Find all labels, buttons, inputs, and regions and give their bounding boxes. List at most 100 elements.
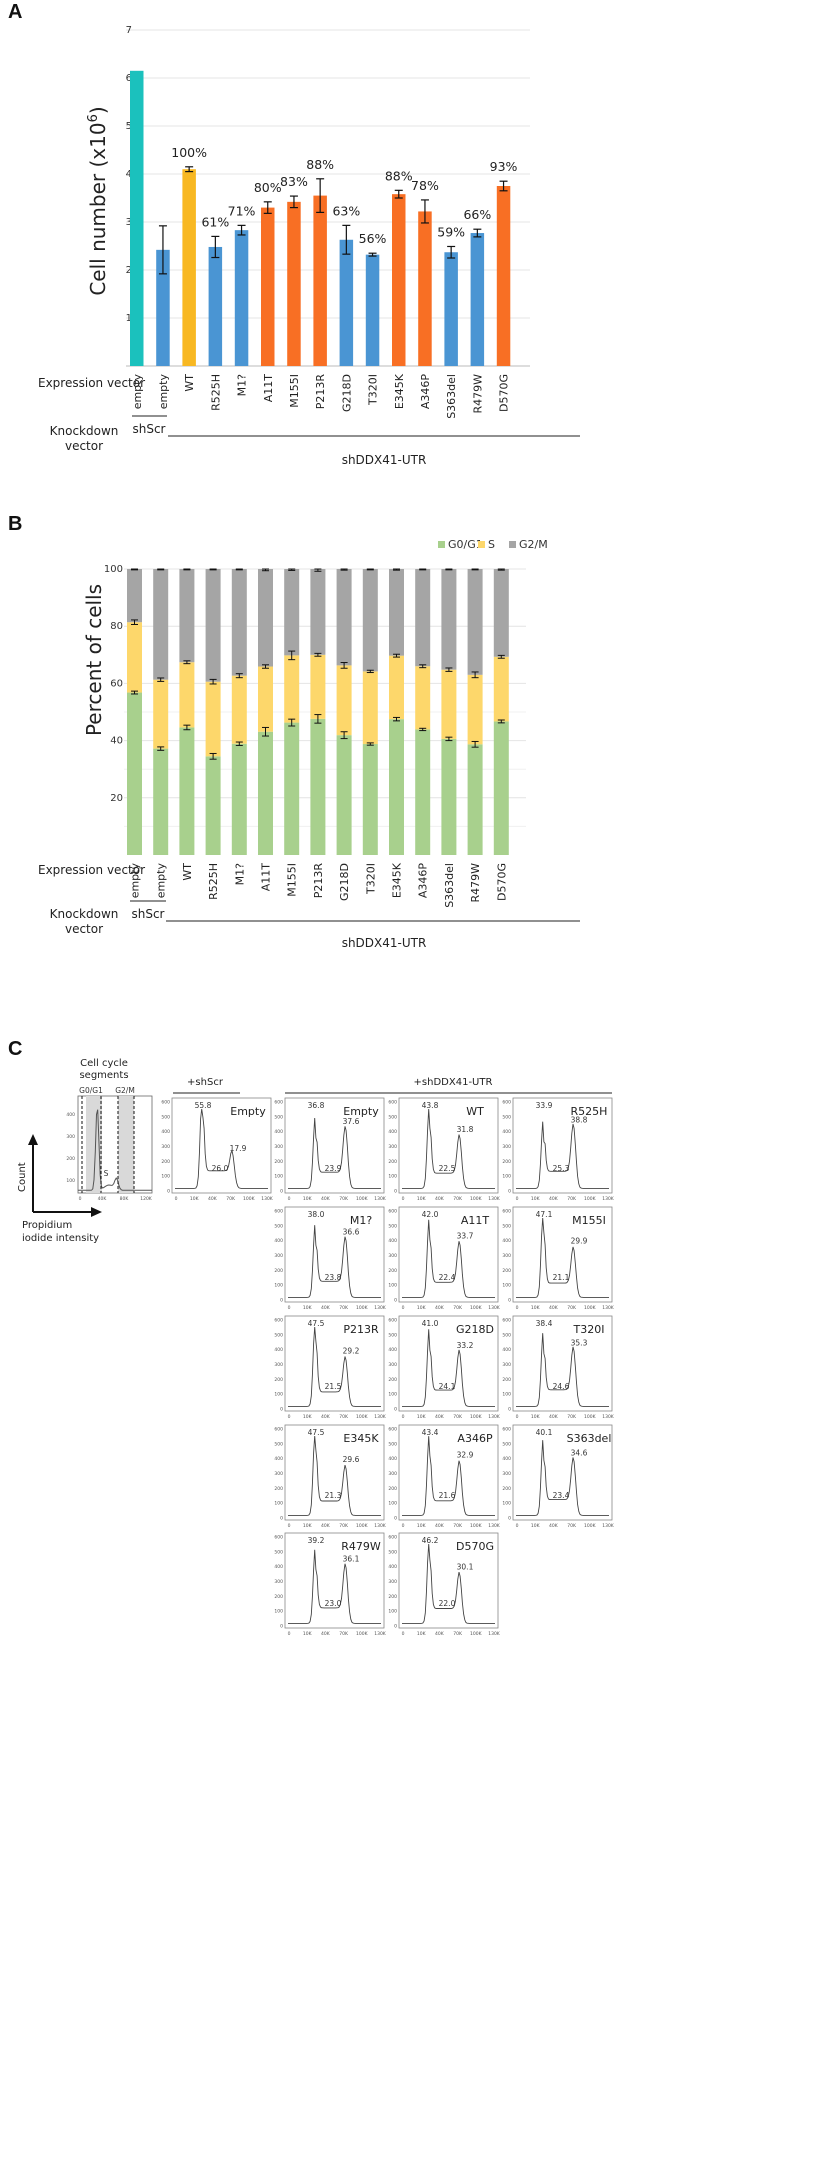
histogram-x-tick: 10K: [303, 1196, 313, 1202]
bar: [444, 252, 458, 366]
histogram-y-tick: 100: [274, 1174, 283, 1180]
percent-label: 83%: [280, 174, 308, 189]
error-bars-b: [131, 568, 505, 760]
histogram-y-tick: 300: [502, 1144, 511, 1150]
g2m-percent: 32.9: [457, 1451, 474, 1460]
category-label: S363del: [445, 374, 458, 419]
category-label: A346P: [419, 374, 432, 410]
g2m-percent: 31.8: [457, 1125, 474, 1134]
histogram-y-tick: 500: [388, 1332, 397, 1338]
bar: [287, 201, 301, 366]
g1-percent: 41.0: [422, 1319, 439, 1328]
g1-percent: 33.9: [536, 1101, 553, 1110]
histogram-x-tick: 0: [288, 1631, 291, 1637]
category-label: M1?: [236, 374, 249, 396]
category-label: WT: [183, 374, 196, 392]
histogram-x-tick: 130K: [374, 1414, 387, 1420]
histogram-y-tick: 500: [274, 1114, 283, 1120]
histogram-x-tick: 10K: [190, 1196, 200, 1202]
legend-title-2: segments: [79, 1070, 128, 1081]
histogram-y-tick: 200: [274, 1377, 283, 1383]
bar-segment: [284, 569, 300, 656]
histogram-label: M1?: [350, 1214, 372, 1227]
histogram-y-tick: 600: [274, 1535, 283, 1541]
histogram-y-tick: 500: [388, 1223, 397, 1229]
histogram-x-tick: 70K: [339, 1631, 349, 1637]
histogram-y-tick: 400: [274, 1238, 283, 1244]
bar-segment: [310, 718, 326, 855]
g1-percent: 40.1: [536, 1428, 553, 1437]
histogram-y-tick: 0: [167, 1189, 170, 1195]
histogram-frame: [284, 1315, 385, 1412]
histogram-panel: 0 100 200 300 400 500 600 0 10K 40K 70K 100K 130K 47.…: [274, 1315, 387, 1420]
percent-label: 61%: [201, 214, 229, 229]
histogram-curve: [402, 1436, 495, 1516]
category-label: R479W: [469, 863, 482, 903]
g2m-percent: 38.8: [571, 1116, 588, 1125]
histogram-y-tick: 100: [502, 1501, 511, 1507]
y-axis-title-a: Cell number (x106): [86, 106, 110, 295]
histogram-x-tick: 100K: [356, 1305, 369, 1311]
y-tick-label-a: 1: [126, 313, 132, 324]
histogram-y-tick: 200: [502, 1377, 511, 1383]
bar-segment: [467, 744, 483, 855]
histogram-x-tick: 100K: [243, 1196, 256, 1202]
category-label: T320I: [364, 863, 377, 895]
histogram-y-tick: 500: [274, 1549, 283, 1555]
histogram-panel: 0 100 200 300 400 500 600 0 10K 40K 70K 100K 130K 47.…: [274, 1424, 387, 1529]
bar-segment: [336, 569, 352, 666]
histogram-curve: [516, 1440, 609, 1516]
bar-segment: [441, 669, 457, 739]
histogram-y-tick: 100: [502, 1392, 511, 1398]
histogram-y-tick: 200: [502, 1268, 511, 1274]
histogram-y-tick: 400: [388, 1564, 397, 1570]
histogram-y-tick: 400: [388, 1347, 397, 1353]
legend-swatch: [509, 541, 516, 548]
histogram-frame: [284, 1532, 385, 1629]
histogram-x-tick: 40K: [549, 1196, 559, 1202]
expression-vector-label: Expression vector: [38, 376, 145, 390]
histogram-panel: 0 100 200 300 400 500 600 0 10K 40K 70K 100K 130K 40.…: [502, 1424, 615, 1529]
legend-b: G0/G1 S G2/M: [438, 538, 548, 551]
histogram-y-tick: 0: [280, 1189, 283, 1195]
histogram-x-tick: 100K: [470, 1523, 483, 1529]
legend-frame: [77, 1095, 153, 1194]
legend-axes-arrows: [28, 1134, 102, 1217]
histogram-x-tick: 0: [288, 1196, 291, 1202]
histogram-y-tick: 300: [274, 1579, 283, 1585]
legend-y-tick: 400: [66, 1112, 75, 1118]
bar-segment: [231, 743, 247, 855]
category-label: R479W: [471, 374, 484, 414]
histogram-frame: [398, 1097, 499, 1194]
percent-label: 71%: [228, 203, 256, 218]
g2m-percent: 36.1: [343, 1554, 360, 1563]
bar: [182, 169, 196, 366]
g1-percent: 55.8: [195, 1101, 212, 1110]
shscr-label-b: shScr: [131, 907, 164, 921]
category-label: P213R: [314, 374, 327, 410]
histogram-y-tick: 100: [388, 1283, 397, 1289]
bar: [339, 239, 354, 366]
y-tick-label-b: 80: [110, 621, 123, 632]
bar-segment: [362, 744, 378, 855]
histogram-y-tick: 600: [388, 1209, 397, 1215]
legend-y-tick: 100: [66, 1178, 75, 1184]
histogram-x-tick: 100K: [470, 1196, 483, 1202]
histogram-frame: [284, 1206, 385, 1303]
histogram-x-tick: 70K: [339, 1196, 349, 1202]
category-label: M1?: [233, 863, 246, 885]
histogram-y-tick: 400: [388, 1129, 397, 1135]
histogram-label: Empty: [230, 1105, 266, 1118]
y-tick-label-a: 3: [126, 217, 132, 228]
histogram-panel: 0 100 200 300 400 500 600 0 10K 40K 70K 100K 130K 39.…: [274, 1532, 387, 1637]
histogram-y-tick: 300: [388, 1362, 397, 1368]
histogram-frame: [512, 1315, 613, 1412]
histogram-curve: [288, 1549, 381, 1624]
histogram-y-tick: 200: [388, 1159, 397, 1165]
category-label: D570G: [498, 374, 511, 412]
histogram-x-tick: 70K: [339, 1414, 349, 1420]
shscr-label: shScr: [132, 422, 165, 436]
histogram-label: M155I: [572, 1214, 606, 1227]
bar-segment: [127, 692, 142, 855]
histogram-y-tick: 0: [394, 1407, 397, 1413]
